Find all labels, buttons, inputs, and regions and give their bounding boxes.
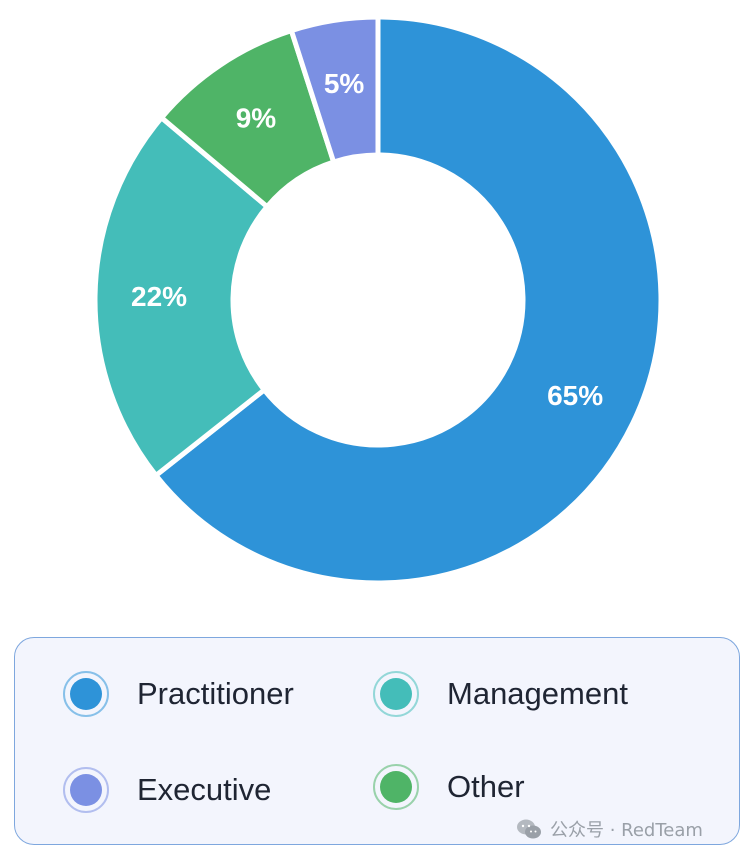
legend-circle-icon: [373, 671, 419, 717]
donut-labels: 65% 22% 9% 5%: [131, 68, 603, 411]
donut-slices: [92, 14, 664, 586]
slice-label-executive: 5%: [324, 68, 365, 99]
legend-label: Practitioner: [137, 676, 294, 711]
legend-item-other: Other: [373, 762, 525, 812]
legend-circle-icon: [63, 767, 109, 813]
slice-label-other: 9%: [236, 103, 277, 134]
legend-circle-icon: [373, 764, 419, 810]
legend-circle-icon: [63, 671, 109, 717]
legend-label: Executive: [137, 772, 272, 807]
slice-label-practitioner: 65%: [547, 380, 603, 411]
watermark: 公众号 · RedTeam: [516, 816, 703, 842]
legend-label: Other: [447, 769, 525, 804]
donut-chart: 65% 22% 9% 5%: [92, 14, 664, 586]
slice-management: [92, 115, 270, 478]
slice-label-management: 22%: [131, 281, 187, 312]
legend-item-management: Management: [373, 669, 628, 719]
slice-practitioner: [153, 14, 664, 586]
wechat-icon: [517, 819, 541, 839]
watermark-text: 公众号 · RedTeam: [550, 820, 703, 841]
chart-legend: Practitioner Management Executive Other: [14, 637, 740, 845]
legend-item-practitioner: Practitioner: [63, 669, 294, 719]
legend-label: Management: [447, 676, 628, 711]
slice-executive: [288, 14, 381, 165]
legend-item-executive: Executive: [63, 765, 271, 815]
